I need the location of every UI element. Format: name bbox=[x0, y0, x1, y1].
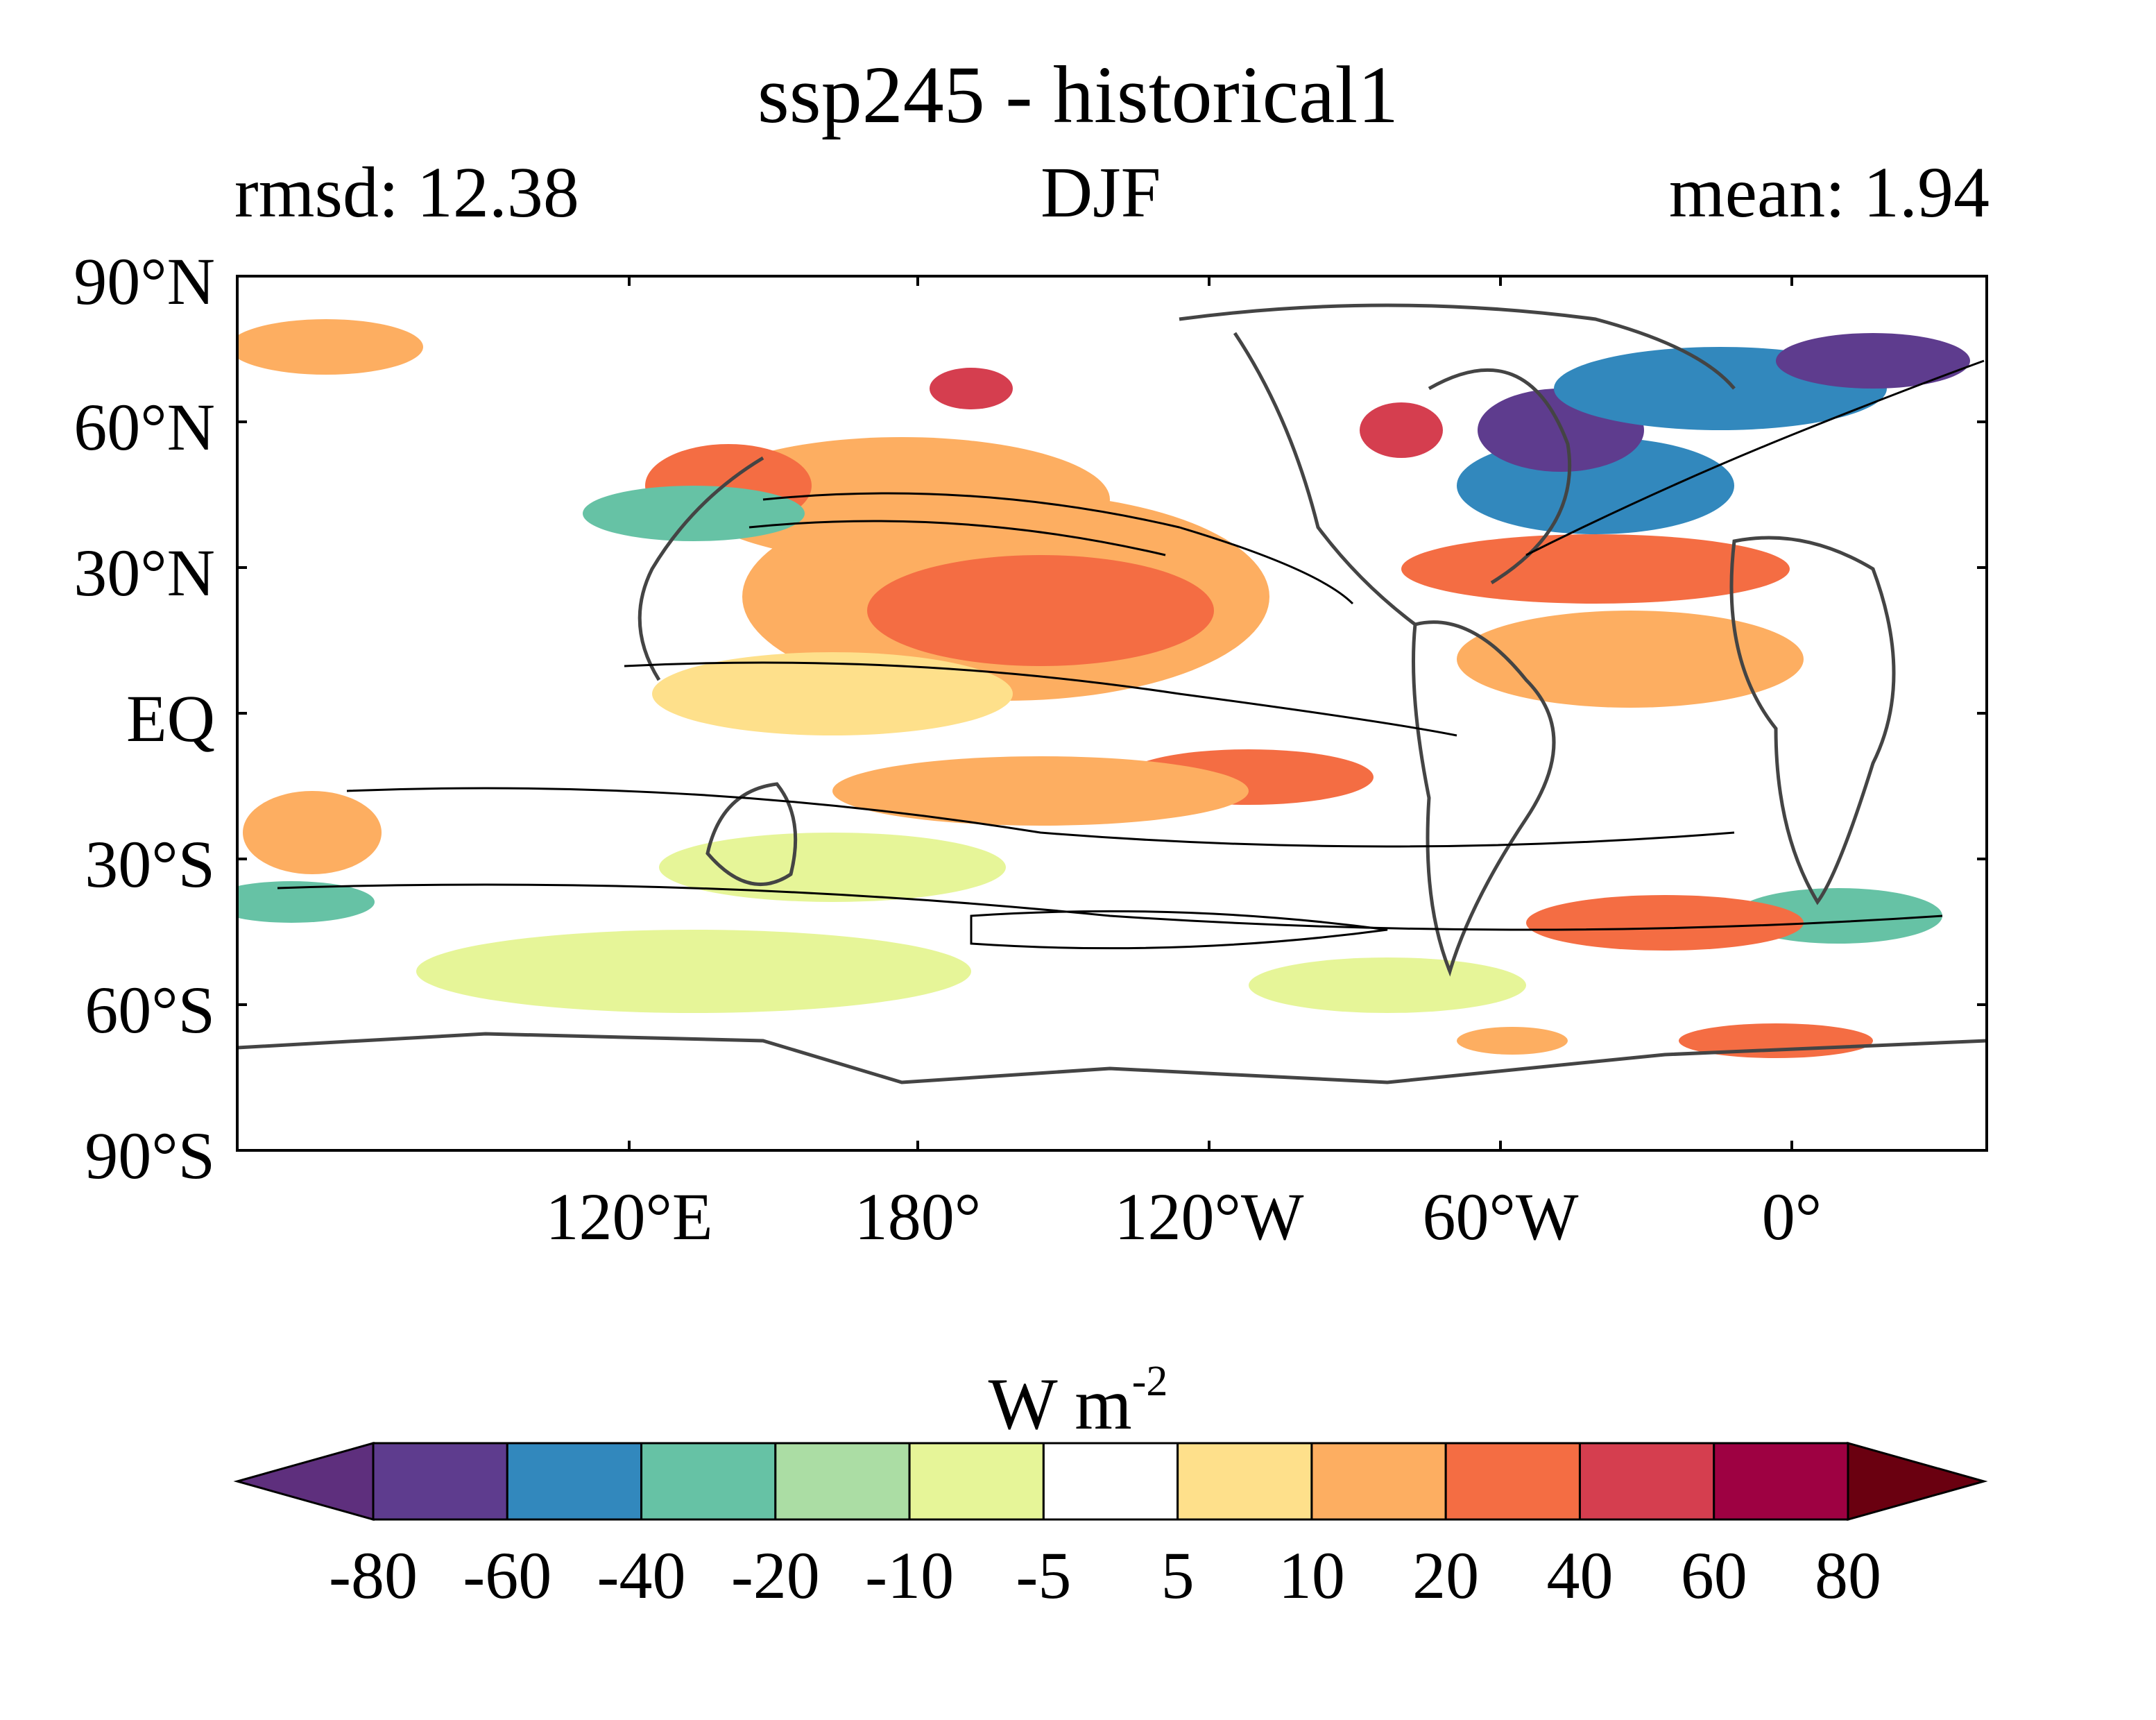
colorbar-bin bbox=[1444, 1442, 1581, 1521]
colorbar-tick-label: -40 bbox=[597, 1538, 686, 1612]
colorbar-tick-label: -60 bbox=[463, 1538, 552, 1612]
lon-label: 180° bbox=[854, 1180, 982, 1254]
colorbar-under-arrow bbox=[233, 1442, 375, 1521]
lat-label: 60°N bbox=[74, 390, 215, 464]
colorbar-tick-label: 20 bbox=[1412, 1538, 1480, 1612]
colorbar-bin bbox=[372, 1442, 508, 1521]
lat-label: 90°S bbox=[85, 1118, 215, 1193]
colorbar-tick-label: 10 bbox=[1278, 1538, 1345, 1612]
colorbar-bin bbox=[908, 1442, 1045, 1521]
colorbar-unit-main: W m bbox=[988, 1363, 1132, 1445]
colorbar-tick-label: 60 bbox=[1680, 1538, 1747, 1612]
colorbar-unit-exponent: -2 bbox=[1131, 1358, 1168, 1405]
anomaly-shading bbox=[237, 319, 1970, 1058]
colorbar-tick-label: -10 bbox=[865, 1538, 955, 1612]
lon-label: 120°E bbox=[545, 1180, 713, 1254]
lat-label: 30°N bbox=[74, 536, 215, 610]
lon-label: 60°W bbox=[1422, 1180, 1579, 1254]
mean-label: mean: 1.94 bbox=[1668, 153, 1990, 232]
lat-tick-marks bbox=[237, 275, 1987, 1152]
lat-label: 30°S bbox=[85, 827, 215, 901]
colorbar-tick-label: -5 bbox=[1016, 1538, 1072, 1612]
colorbar-bin bbox=[1042, 1442, 1179, 1521]
colorbar-over-arrow bbox=[1847, 1442, 1988, 1521]
colorbar-bin bbox=[506, 1442, 643, 1521]
colorbar-bin bbox=[1310, 1442, 1447, 1521]
colorbar-tick-label: 80 bbox=[1815, 1538, 1881, 1612]
contours bbox=[277, 359, 1985, 950]
colorbar-tick-label: -20 bbox=[730, 1538, 820, 1612]
colorbar-tick-label: 5 bbox=[1161, 1538, 1195, 1612]
colorbar bbox=[233, 1442, 1988, 1521]
season-label: DJF bbox=[1041, 153, 1161, 232]
colorbar-bin bbox=[1713, 1442, 1849, 1521]
colorbar-tick-label: -80 bbox=[329, 1538, 418, 1612]
lat-label: 60°S bbox=[85, 973, 215, 1047]
lat-label: EQ bbox=[126, 681, 215, 756]
rmsd-label: rmsd: 12.38 bbox=[234, 153, 579, 232]
lat-label: 90°N bbox=[74, 244, 215, 318]
map-field bbox=[237, 303, 1987, 1084]
lon-label: 120°W bbox=[1114, 1180, 1304, 1254]
lon-label: 0° bbox=[1761, 1180, 1822, 1254]
colorbar-bin bbox=[1177, 1442, 1313, 1521]
coastlines bbox=[237, 303, 1987, 1084]
colorbar-bin bbox=[774, 1442, 911, 1521]
colorbar-tick-label: 40 bbox=[1546, 1538, 1614, 1612]
lon-tick-marks bbox=[628, 276, 1793, 1150]
colorbar-bin bbox=[640, 1442, 777, 1521]
colorbar-unit-label: W m-2 bbox=[0, 1360, 2156, 1441]
plot-title: ssp245 - historical1 bbox=[757, 49, 1399, 140]
colorbar-bin bbox=[1578, 1442, 1716, 1521]
